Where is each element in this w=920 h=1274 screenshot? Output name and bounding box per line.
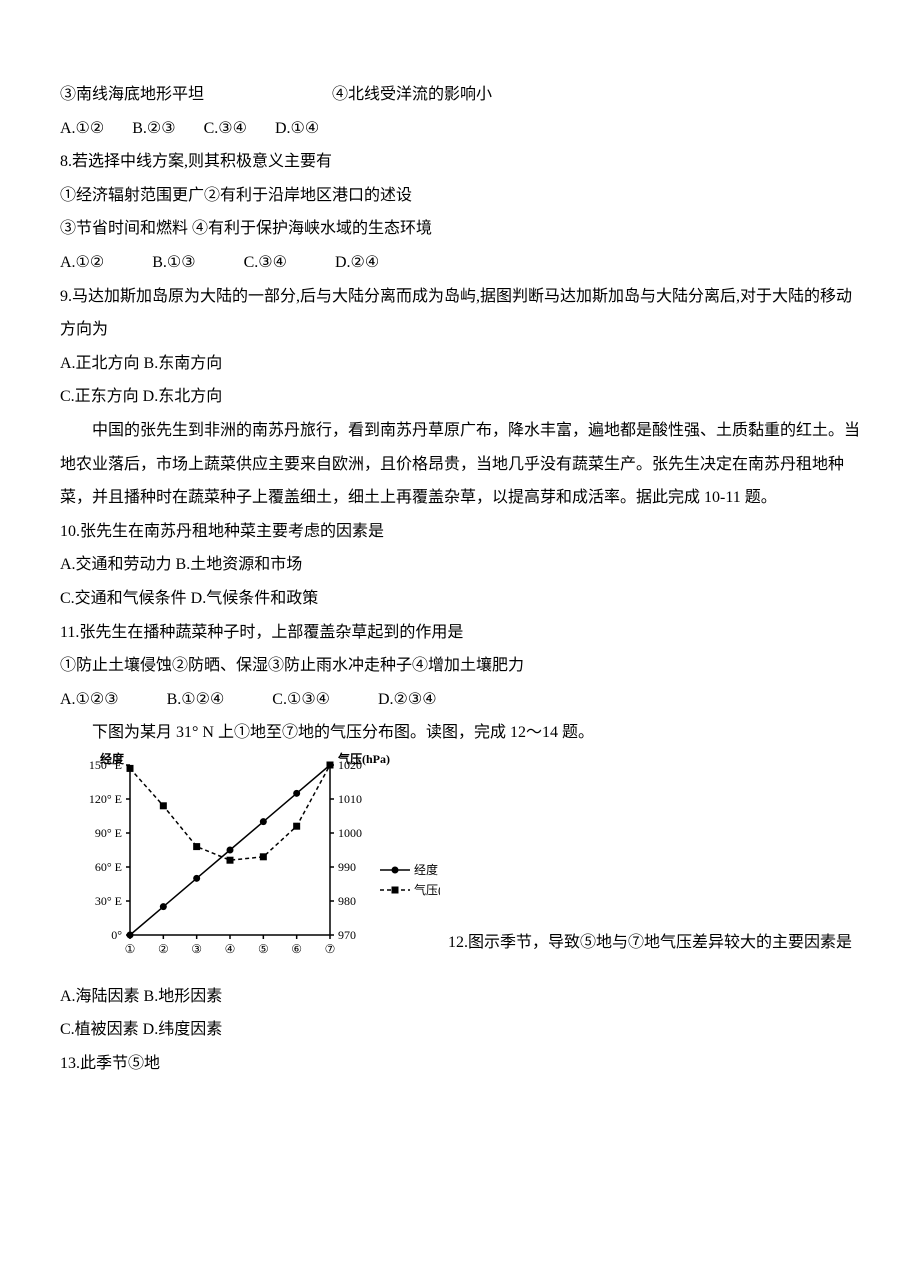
q8-options: A.①② B.①③ C.③④ D.②④ bbox=[60, 246, 860, 280]
svg-text:经度: 经度 bbox=[100, 751, 125, 766]
opt-b: B.①③ bbox=[152, 254, 195, 271]
q11-options: A.①②③ B.①②④ C.①③④ D.②③④ bbox=[60, 683, 860, 717]
opt-a: A.①② bbox=[60, 254, 104, 271]
opt-d: D.①④ bbox=[275, 120, 319, 137]
opt-c: C.③④ bbox=[244, 254, 287, 271]
svg-text:气压(hPa): 气压(hPa) bbox=[337, 751, 390, 766]
svg-text:气压(hPa): 气压(hPa) bbox=[414, 882, 440, 897]
svg-text:60° E: 60° E bbox=[95, 860, 122, 874]
opt-c: C.③④ bbox=[204, 120, 247, 137]
q10-stem: 10.张先生在南苏丹租地种菜主要考虑的因素是 bbox=[60, 515, 860, 549]
pressure-chart: 0°30° E60° E90° E120° E150° E经度970980990… bbox=[60, 750, 440, 980]
svg-text:④: ④ bbox=[225, 942, 236, 956]
q12-stem-inline: 12.图示季节，导致⑤地与⑦地气压差异较大的主要因素是 bbox=[448, 926, 860, 980]
svg-text:①: ① bbox=[125, 942, 136, 956]
stem-line: ③南线海底地形平坦 ④北线受洋流的影响小 bbox=[60, 78, 860, 112]
svg-text:③: ③ bbox=[191, 942, 202, 956]
svg-text:30° E: 30° E bbox=[95, 894, 122, 908]
svg-text:90° E: 90° E bbox=[95, 826, 122, 840]
q7-options: A.①② B.②③ C.③④ D.①④ bbox=[60, 112, 860, 146]
passage-1: 中国的张先生到非洲的南苏丹旅行，看到南苏丹草原广布，降水丰富，遍地都是酸性强、土… bbox=[60, 414, 860, 515]
opt-d: D.②③④ bbox=[378, 691, 437, 708]
svg-text:②: ② bbox=[158, 942, 169, 956]
passage-2: 下图为某月 31° N 上①地至⑦地的气压分布图。读图，完成 12～14 题。 bbox=[60, 716, 860, 750]
svg-text:120° E: 120° E bbox=[89, 792, 122, 806]
svg-text:1010: 1010 bbox=[338, 792, 362, 806]
q9-stem: 9.马达加斯加岛原为大陆的一部分,后与大陆分离而成为岛屿,据图判断马达加斯加岛与… bbox=[60, 280, 860, 347]
svg-text:⑦: ⑦ bbox=[325, 942, 336, 956]
q12-opts-cd: C.植被因素 D.纬度因素 bbox=[60, 1013, 860, 1047]
q13-stem: 13.此季节⑤地 bbox=[60, 1047, 860, 1081]
opt-b: B.①②④ bbox=[167, 691, 225, 708]
q8-stem: 8.若选择中线方案,则其积极意义主要有 bbox=[60, 145, 860, 179]
q8-items-1: ①经济辐射范围更广②有利于沿岸地区港口的述设 bbox=[60, 179, 860, 213]
svg-text:⑥: ⑥ bbox=[291, 942, 302, 956]
option-3: ③南线海底地形平坦 bbox=[60, 86, 204, 103]
opt-b: B.②③ bbox=[132, 120, 175, 137]
q11-stem: 11.张先生在播种蔬菜种子时，上部覆盖杂草起到的作用是 bbox=[60, 616, 860, 650]
svg-text:980: 980 bbox=[338, 894, 356, 908]
q9-opts-ab: A.正北方向 B.东南方向 bbox=[60, 347, 860, 381]
opt-a: A.①② bbox=[60, 120, 104, 137]
opt-d: D.②④ bbox=[335, 254, 379, 271]
q9-opts-cd: C.正东方向 D.东北方向 bbox=[60, 380, 860, 414]
opt-a: A.①②③ bbox=[60, 691, 119, 708]
svg-text:经度: 经度 bbox=[414, 862, 438, 877]
q10-opts-ab: A.交通和劳动力 B.土地资源和市场 bbox=[60, 548, 860, 582]
svg-text:0°: 0° bbox=[111, 928, 122, 942]
svg-text:970: 970 bbox=[338, 928, 356, 942]
option-4: ④北线受洋流的影响小 bbox=[332, 86, 492, 103]
q11-items: ①防止土壤侵蚀②防晒、保湿③防止雨水冲走种子④增加土壤肥力 bbox=[60, 649, 860, 683]
q12-opts-ab: A.海陆因素 B.地形因素 bbox=[60, 980, 860, 1014]
svg-text:⑤: ⑤ bbox=[258, 942, 269, 956]
svg-text:1000: 1000 bbox=[338, 826, 362, 840]
q8-items-2: ③节省时间和燃料 ④有利于保护海峡水域的生态环境 bbox=[60, 212, 860, 246]
opt-c: C.①③④ bbox=[272, 691, 330, 708]
q10-opts-cd: C.交通和气候条件 D.气候条件和政策 bbox=[60, 582, 860, 616]
svg-text:990: 990 bbox=[338, 860, 356, 874]
